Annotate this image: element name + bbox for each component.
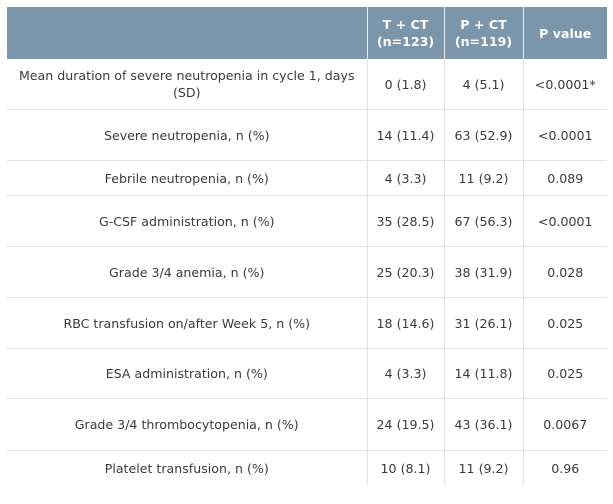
results-table-container: T + CT (n=123) P + CT (n=119) P value Me… [7, 7, 607, 485]
row-pct-value: 63 (52.9) [444, 109, 524, 161]
row-tct-value: 10 (8.1) [367, 450, 445, 485]
row-pct-value: 67 (56.3) [444, 195, 524, 247]
row-label: Platelet transfusion, n (%) [7, 450, 368, 485]
header-pct: P + CT (n=119) [444, 7, 524, 59]
row-p-value: 0.025 [523, 297, 607, 349]
row-pct-value: 31 (26.1) [444, 297, 524, 349]
row-label: Severe neutropenia, n (%) [7, 109, 368, 161]
row-p-value: 0.089 [523, 160, 607, 196]
row-label: G-CSF administration, n (%) [7, 195, 368, 247]
row-label: Grade 3/4 anemia, n (%) [7, 246, 368, 298]
table-body: Mean duration of severe neutropenia in c… [7, 59, 607, 485]
table-row: Febrile neutropenia, n (%) 4 (3.3) 11 (9… [7, 160, 607, 196]
row-pct-value: 14 (11.8) [444, 348, 524, 399]
table-row: Severe neutropenia, n (%) 14 (11.4) 63 (… [7, 109, 607, 161]
row-tct-value: 4 (3.3) [367, 348, 445, 399]
row-tct-value: 14 (11.4) [367, 109, 445, 161]
row-label: ESA administration, n (%) [7, 348, 368, 399]
row-tct-value: 18 (14.6) [367, 297, 445, 349]
row-p-value: 0.96 [551, 460, 580, 476]
header-tct-n: (n=123) [376, 34, 435, 49]
table-row: Mean duration of severe neutropenia in c… [7, 59, 607, 110]
header-pct-n: (n=119) [454, 34, 513, 49]
row-p-value: 0.028 [523, 246, 607, 298]
header-p-value: P value [523, 7, 607, 59]
table-row: G-CSF administration, n (%) 35 (28.5) 67… [7, 195, 607, 247]
row-p-value: 0.025 [523, 348, 607, 399]
table-row: ESA administration, n (%) 4 (3.3) 14 (11… [7, 348, 607, 399]
table-row: RBC transfusion on/after Week 5, n (%) 1… [7, 297, 607, 349]
row-pct-value: 43 (36.1) [444, 398, 524, 451]
row-label: Febrile neutropenia, n (%) [7, 160, 368, 196]
row-tct-value: 25 (20.3) [367, 246, 445, 298]
table-header: T + CT (n=123) P + CT (n=119) P value [7, 7, 607, 59]
row-tct-value: 24 (19.5) [367, 398, 445, 451]
table-row: Platelet transfusion, n (%) 10 (8.1) 11 … [7, 450, 607, 485]
row-tct-value: 0 (1.8) [367, 59, 445, 110]
results-table: T + CT (n=123) P + CT (n=119) P value Me… [7, 7, 607, 485]
row-p-value: 0.0067 [523, 398, 607, 451]
table-row: Grade 3/4 anemia, n (%) 25 (20.3) 38 (31… [7, 246, 607, 298]
row-label: RBC transfusion on/after Week 5, n (%) [7, 297, 368, 349]
row-pct-value: 38 (31.9) [444, 246, 524, 298]
row-p-value: <0.0001* [523, 59, 607, 110]
row-label: Mean duration of severe neutropenia in c… [7, 59, 368, 110]
row-label: Grade 3/4 thrombocytopenia, n (%) [7, 398, 368, 451]
header-tct-group: T + CT [382, 17, 429, 32]
row-pct-value: 11 (9.2) [444, 160, 524, 196]
row-pct-value: 11 (9.2) [444, 450, 524, 485]
header-tct: T + CT (n=123) [367, 7, 445, 59]
header-pct-group: P + CT [460, 17, 507, 32]
row-tct-value: 35 (28.5) [367, 195, 445, 247]
row-tct-value: 4 (3.3) [367, 160, 445, 196]
header-row: T + CT (n=123) P + CT (n=119) P value [7, 7, 607, 59]
header-outcome [7, 7, 368, 59]
table-row: Grade 3/4 thrombocytopenia, n (%) 24 (19… [7, 398, 607, 451]
row-pct-value: 4 (5.1) [444, 59, 524, 110]
row-p-value: <0.0001 [523, 109, 607, 161]
row-p-value: <0.0001 [523, 195, 607, 247]
